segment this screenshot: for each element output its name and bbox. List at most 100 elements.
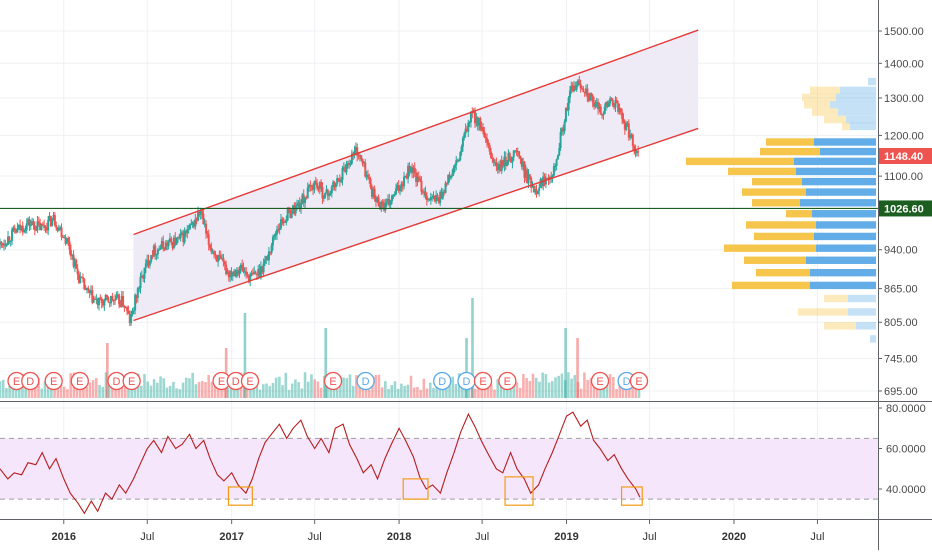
volume-profile-down-bar — [824, 294, 848, 303]
volume-bar — [438, 382, 442, 398]
candle-body — [87, 287, 90, 291]
oscillator-highlight-box[interactable] — [620, 486, 643, 506]
volume-profile-down-bar — [754, 232, 814, 241]
volume-bar — [342, 377, 345, 398]
candle-body — [424, 191, 427, 196]
event-marker[interactable]: D — [433, 371, 452, 391]
candle-body — [609, 98, 612, 104]
event-marker[interactable]: D — [21, 371, 40, 391]
candle-body — [310, 185, 313, 187]
candle-body — [308, 185, 311, 188]
candle-body — [338, 179, 341, 182]
candle-body — [572, 85, 575, 92]
candle-body — [346, 163, 349, 165]
volume-bar — [88, 382, 92, 398]
candle-body — [531, 185, 534, 188]
candle-body — [630, 134, 633, 136]
event-marker[interactable]: E — [122, 371, 141, 391]
volume-profile-down-bar — [760, 147, 820, 156]
oscillator-line[interactable] — [0, 411, 641, 515]
candle-body — [84, 289, 87, 291]
event-marker[interactable]: E — [473, 371, 493, 391]
candle-body — [479, 118, 482, 130]
volume-bar — [310, 374, 313, 398]
candle-body — [444, 183, 447, 194]
event-marker[interactable]: E — [498, 371, 517, 391]
volume-bar — [197, 382, 201, 398]
event-marker[interactable]: E — [629, 371, 649, 391]
event-marker[interactable]: E — [44, 371, 63, 391]
candle-body — [21, 225, 24, 233]
candle-body — [120, 295, 123, 307]
event-marker-label: E — [479, 376, 486, 388]
candle-body — [238, 269, 241, 275]
volume-bar — [403, 385, 406, 398]
oscillator-highlight-box[interactable] — [402, 478, 429, 500]
candle-body — [263, 259, 266, 264]
event-marker-label: E — [218, 376, 225, 388]
channel-upper-line[interactable] — [133, 29, 699, 236]
volume-bar — [396, 388, 400, 398]
candle-body — [387, 199, 390, 202]
candle-body — [494, 162, 497, 164]
volume-bar — [316, 381, 320, 398]
candle-body — [487, 142, 490, 146]
candle-body — [257, 269, 260, 275]
volume-bar — [583, 372, 586, 398]
volume-bar — [43, 381, 47, 398]
volume-bar — [0, 381, 2, 398]
event-marker[interactable]: D — [457, 371, 476, 391]
price-tick-label: 695.00 — [884, 386, 918, 398]
candle-body — [356, 147, 359, 156]
volume-bar — [608, 374, 612, 398]
candle-body — [621, 112, 624, 119]
candle-body — [637, 151, 640, 153]
volume-bar — [75, 387, 79, 398]
event-marker[interactable]: E — [70, 371, 89, 391]
oscillator-highlight-box[interactable] — [227, 486, 253, 506]
volume-profile-down-bar — [798, 308, 848, 316]
candle-body — [48, 215, 51, 220]
volume-bar — [111, 385, 114, 398]
candle-body — [250, 273, 253, 275]
volume-bar — [30, 384, 34, 398]
candle-body — [534, 189, 537, 193]
candle-body — [440, 191, 443, 199]
candle-body — [213, 251, 216, 255]
volume-bar — [62, 386, 66, 398]
channel-lower-line[interactable] — [133, 127, 699, 322]
candle-body — [134, 294, 137, 311]
event-marker[interactable]: E — [590, 371, 610, 391]
event-marker[interactable]: D — [107, 371, 126, 391]
candle-body — [270, 245, 273, 253]
event-marker[interactable]: E — [240, 371, 260, 391]
level-price-label: 1026.60 — [884, 203, 924, 215]
candle-body — [330, 186, 333, 194]
candle-body — [111, 295, 114, 301]
volume-spike-bar — [324, 328, 327, 398]
candle-body — [96, 298, 99, 306]
candle-body — [570, 85, 573, 91]
event-marker[interactable]: E — [323, 371, 343, 391]
candle-body — [4, 243, 7, 246]
candle-body — [348, 163, 351, 165]
candle-body — [435, 195, 438, 202]
volume-bar — [489, 384, 493, 398]
volume-profile-down-bar — [724, 244, 816, 252]
candle-body — [285, 220, 288, 223]
candle-body — [452, 167, 455, 174]
oscillator-panel[interactable] — [0, 411, 878, 515]
candle-body — [225, 264, 228, 275]
oscillator-highlight-box[interactable] — [504, 476, 534, 506]
candle-body — [384, 202, 387, 211]
candle-body — [35, 230, 38, 232]
volume-bar — [268, 386, 272, 398]
candle-body — [41, 224, 44, 226]
event-marker[interactable]: D — [356, 371, 375, 391]
candle-body — [429, 197, 432, 201]
candle-body — [5, 244, 8, 246]
candle-body — [555, 159, 558, 166]
time-tick-label: Jul — [140, 531, 154, 543]
